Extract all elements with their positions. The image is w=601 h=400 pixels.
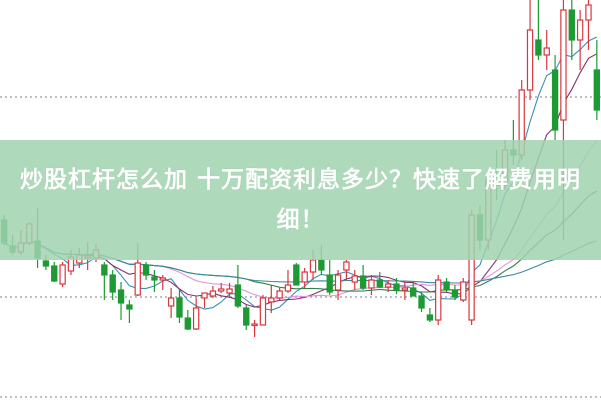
candle-up <box>334 274 342 291</box>
candle-up <box>134 262 141 296</box>
candle-down <box>451 289 459 298</box>
candle-up <box>209 290 217 297</box>
banner-title: 炒股杠杆怎么加 十万配资利息多少？快速了解费用明细！ <box>19 167 581 233</box>
candle-up <box>59 264 66 285</box>
candle-down <box>51 265 58 282</box>
candle-down <box>426 314 434 321</box>
candle-down <box>318 259 325 271</box>
candle-up <box>384 283 392 288</box>
candle-up <box>368 279 375 289</box>
candle-down <box>326 274 333 293</box>
candle-down <box>142 264 150 276</box>
candle-down <box>126 304 133 310</box>
title-banner: 炒股杠杆怎么加 十万配资利息多少？快速了解费用明细！ <box>0 140 601 260</box>
candle-down <box>243 307 250 326</box>
candle-up <box>435 279 442 321</box>
candle-up <box>526 29 534 91</box>
candle-up <box>585 4 592 21</box>
candle-down <box>101 264 108 276</box>
candle-up <box>460 281 467 301</box>
candle-down <box>117 289 125 304</box>
candle-down <box>593 69 601 111</box>
candle-up <box>560 9 567 121</box>
candle-up <box>201 292 208 299</box>
candle-up <box>284 284 292 292</box>
candle-down <box>535 39 542 56</box>
candle-up <box>309 259 317 273</box>
candle-down <box>359 275 367 289</box>
candle-down <box>443 281 450 291</box>
candle-down <box>551 69 559 131</box>
candle-up <box>268 297 275 303</box>
candle-down <box>176 297 183 318</box>
candle-up <box>218 288 225 292</box>
candle-down <box>293 264 300 286</box>
candle-up <box>351 275 358 283</box>
candle-down <box>109 274 116 293</box>
candle-up <box>192 307 200 330</box>
candle-up <box>301 271 308 283</box>
candle-up <box>576 19 584 41</box>
candle-up <box>276 290 283 299</box>
candle-up <box>226 288 233 294</box>
candle-down <box>234 284 242 307</box>
candle-down <box>393 283 400 291</box>
candle-up <box>251 323 258 327</box>
candle-down <box>376 279 383 288</box>
candle-up <box>159 277 166 281</box>
candle-down <box>418 295 425 309</box>
candle-down <box>409 287 417 297</box>
candle-up <box>259 297 267 326</box>
candle-down <box>184 317 192 330</box>
candle-down <box>42 260 50 267</box>
candle-down <box>568 9 575 41</box>
candle-up <box>543 47 550 56</box>
candle-up <box>401 287 409 291</box>
candle-up <box>167 297 175 307</box>
candle-down <box>151 276 158 281</box>
candle-up <box>343 261 350 271</box>
